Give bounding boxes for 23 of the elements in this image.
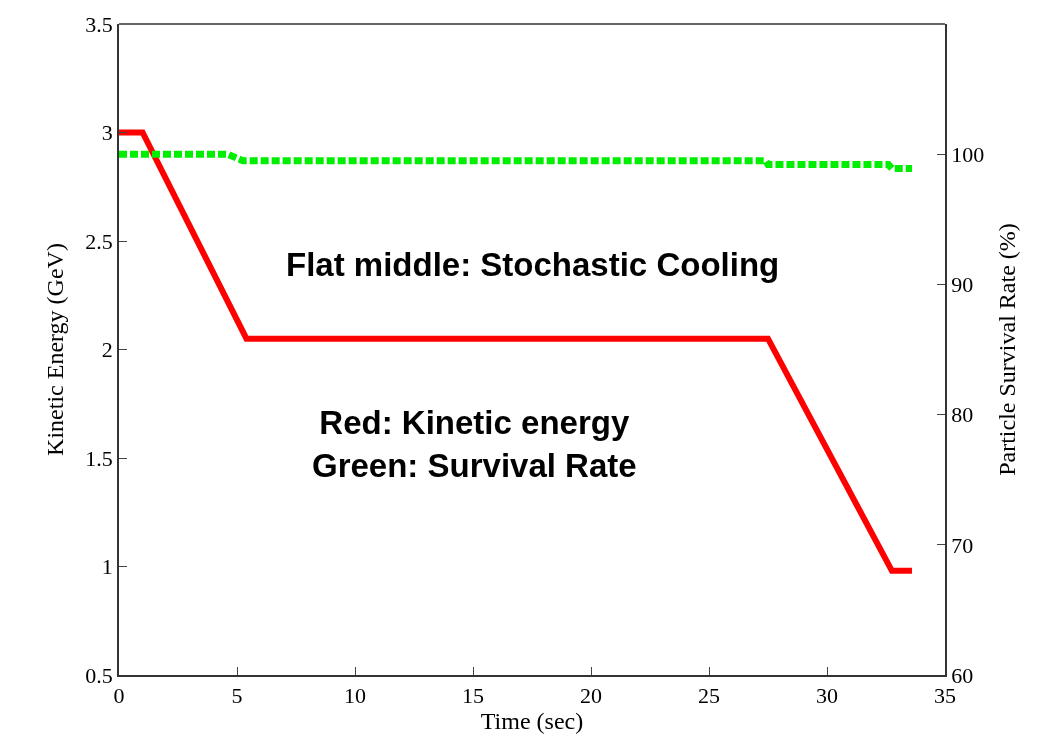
y2-tick-label: 80	[951, 402, 974, 428]
annotation: Flat middle: Stochastic Cooling	[286, 246, 780, 283]
x-tick-label: 30	[816, 683, 838, 709]
annotation: Red: Kinetic energy Green: Survival Rate	[312, 404, 637, 484]
x-tick-label: 25	[698, 683, 720, 709]
x-tick-label: 15	[462, 683, 484, 709]
x-tick-label: 0	[113, 683, 125, 709]
x-tick-label: 20	[580, 683, 602, 709]
x-tick-label: 10	[344, 683, 366, 709]
x-axis-title: Time (sec)	[480, 708, 584, 735]
y2-tick-label: 90	[951, 272, 974, 298]
y-tick-label: 3.5	[85, 11, 113, 37]
y-tick-label: 2.5	[85, 228, 113, 254]
y-tick-label: 1.5	[85, 445, 113, 471]
y-tick-label: 3	[101, 120, 113, 146]
y-axis-title: Kinetic Energy (GeV)	[41, 243, 68, 456]
y2-tick-label: 70	[951, 532, 974, 558]
y2-axis-title: Particle Survival Rate (%)	[993, 223, 1020, 476]
y-tick-label: 2	[101, 337, 113, 363]
y-tick-label: 0.5	[85, 662, 113, 688]
y-tick-label: 1	[101, 554, 113, 580]
x-tick-label: 5	[231, 683, 243, 709]
y2-tick-label: 100	[951, 141, 985, 167]
